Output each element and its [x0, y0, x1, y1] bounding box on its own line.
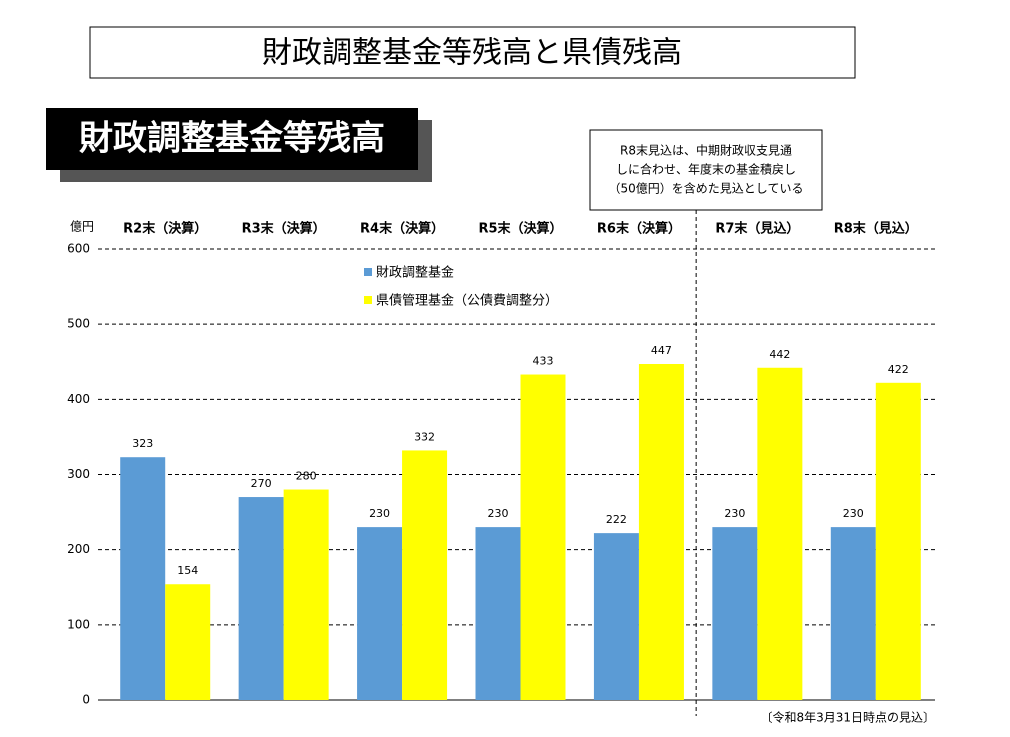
x-tick-label: R6末（決算） [597, 221, 681, 237]
data-label: 433 [533, 355, 554, 368]
y-tick-label: 100 [67, 617, 90, 631]
legend-swatch [364, 296, 372, 304]
bar [475, 527, 521, 700]
x-tick-label: R3末（決算） [242, 221, 326, 237]
y-tick-label: 200 [67, 542, 90, 556]
footnote: 〔令和8年3月31日時点の見込〕 [760, 710, 935, 725]
bar [875, 382, 921, 700]
subtitle-box [46, 108, 418, 170]
x-tick-label: R7末（見込） [715, 221, 799, 237]
data-label: 230 [369, 507, 390, 520]
y-axis-label: 億円 [70, 220, 94, 234]
data-label: 332 [414, 430, 435, 443]
bar [638, 364, 684, 700]
bar [520, 374, 566, 700]
bar [830, 527, 876, 700]
bar [120, 457, 166, 700]
y-tick-label: 0 [82, 693, 90, 707]
legend-label: 財政調整基金 [376, 265, 454, 281]
bar [712, 527, 758, 700]
annotation-box [589, 129, 823, 211]
annotation-text: （50億円）を含めた見込としている [609, 181, 804, 196]
data-label: 230 [724, 507, 745, 520]
data-label: 323 [132, 437, 153, 450]
bar [357, 527, 403, 700]
legend-label: 県債管理基金（公債費調整分） [376, 293, 558, 309]
x-tick-label: R4末（決算） [360, 221, 444, 237]
x-tick-label: R2末（決算） [123, 221, 207, 237]
data-label: 270 [251, 477, 272, 490]
y-tick-label: 600 [67, 242, 90, 256]
y-tick-label: 300 [67, 467, 90, 481]
x-tick-label: R5末（決算） [478, 221, 562, 237]
annotation-text: しに合わせ、年度末の基金積戻し [616, 162, 796, 177]
y-tick-label: 500 [67, 317, 90, 331]
bar [238, 497, 284, 700]
data-label: 230 [488, 507, 509, 520]
data-label: 447 [651, 344, 672, 357]
data-label: 154 [177, 564, 198, 577]
legend-swatch [364, 268, 372, 276]
chart-title: 財政調整基金等残高と県債残高 [262, 36, 682, 71]
data-label: 280 [296, 470, 317, 483]
x-tick-label: R8末（見込） [834, 221, 918, 237]
annotation-text: R8末見込は、中期財政収支見通 [620, 143, 792, 158]
chart-subtitle: 財政調整基金等残高 [79, 119, 385, 159]
bar [593, 533, 639, 700]
title-box [89, 26, 856, 79]
bar [402, 450, 448, 700]
bar [165, 584, 211, 700]
data-label: 230 [843, 507, 864, 520]
y-tick-label: 400 [67, 392, 90, 406]
bar [757, 367, 803, 700]
data-label: 422 [888, 363, 909, 376]
bar [283, 489, 329, 700]
data-label: 442 [769, 348, 790, 361]
data-label: 222 [606, 513, 627, 526]
